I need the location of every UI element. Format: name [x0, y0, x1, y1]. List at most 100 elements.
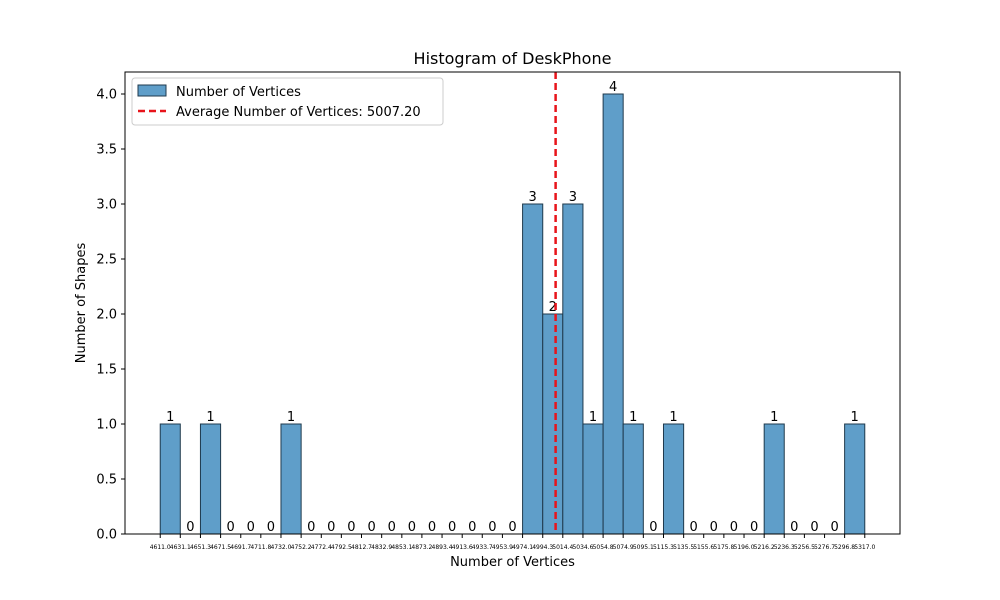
x-tick-label: 5175.8: [713, 544, 734, 551]
x-tick-label: 5135.5: [673, 544, 694, 551]
histogram-bar: [522, 203, 544, 535]
bar-count-label: 0: [367, 520, 375, 535]
x-tick-label: 4953.9: [492, 544, 513, 551]
histogram-bar: [763, 423, 785, 535]
histogram-bar: [280, 423, 302, 535]
x-tick-label: 4611.0: [150, 544, 171, 551]
x-tick-label: 4933.7: [472, 544, 493, 551]
bar-count-label: 1: [166, 410, 174, 425]
histogram-bar: [562, 203, 584, 535]
x-tick-label: 4772.4: [311, 544, 332, 551]
bar-count-label: 0: [227, 520, 235, 535]
x-tick-label: 4631.1: [170, 544, 191, 551]
bar-count-label: 0: [468, 520, 476, 535]
y-tick-label: 3.5: [96, 143, 117, 158]
bar-count-label: 1: [206, 410, 214, 425]
bar-count-label: 0: [649, 520, 657, 535]
bar-count-label: 0: [830, 520, 838, 535]
bar-count-label: 1: [851, 410, 859, 425]
histogram-bar: [844, 423, 866, 535]
bar-count-label: 0: [186, 520, 194, 535]
y-tick-label: 3.0: [96, 198, 117, 213]
bar-count-label: 0: [388, 520, 396, 535]
legend-average-label: Average Number of Vertices: 5007.20: [176, 105, 421, 120]
legend-bar-swatch: [137, 84, 167, 97]
bar-count-label: 0: [508, 520, 516, 535]
legend-bar-label: Number of Vertices: [176, 85, 301, 100]
histogram-bar: [582, 423, 604, 535]
histogram-bar: [542, 313, 564, 535]
x-tick-label: 4752.2: [291, 544, 312, 551]
y-tick-label: 1.5: [96, 363, 117, 378]
x-tick-label: 4732.0: [270, 544, 291, 551]
x-tick-label: 4873.2: [411, 544, 432, 551]
bar-count-label: 0: [307, 520, 315, 535]
y-tick-label: 2.0: [96, 308, 117, 323]
bar-count-label: 0: [710, 520, 718, 535]
bar-count-label: 0: [347, 520, 355, 535]
bar-count-label: 0: [408, 520, 416, 535]
x-tick-label: 4913.6: [452, 544, 473, 551]
x-tick-label: 5054.8: [593, 544, 614, 551]
x-tick-label: 4812.7: [351, 544, 372, 551]
bar-count-label: 0: [247, 520, 255, 535]
y-tick-label: 0.5: [96, 473, 117, 488]
legend: Number of Vertices Average Number of Ver…: [131, 77, 444, 126]
x-tick-label: 4671.5: [210, 544, 231, 551]
x-tick-label: 5155.6: [693, 544, 714, 551]
bar-count-label: 1: [629, 410, 637, 425]
x-tick-label: 5115.3: [653, 544, 674, 551]
bar-count-label: 2: [549, 300, 557, 315]
bar-count-label: 0: [327, 520, 335, 535]
bar-count-label: 3: [569, 190, 577, 205]
histogram-bar: [199, 423, 222, 535]
x-tick-label: 4974.1: [512, 544, 533, 551]
bar-count-label: 0: [448, 520, 456, 535]
x-tick-label: 5095.1: [633, 544, 654, 551]
bar-count-label: 1: [589, 410, 597, 425]
x-tick-label: 5236.3: [774, 544, 795, 551]
x-tick-label: 4832.9: [371, 544, 392, 551]
bar-count-label: 0: [428, 520, 436, 535]
histogram-bar: [622, 423, 644, 535]
bar-count-label: 0: [267, 520, 275, 535]
bar-count-label: 0: [690, 520, 698, 535]
y-axis-label: Number of Shapes: [74, 243, 89, 364]
histogram-bar: [602, 93, 624, 535]
bar-count-label: 4: [609, 80, 617, 95]
x-tick-label: 4792.5: [331, 544, 352, 551]
bar-count-label: 0: [750, 520, 758, 535]
bar-count-label: 3: [529, 190, 537, 205]
y-tick-label: 2.5: [96, 253, 117, 268]
x-tick-label: 4893.4: [432, 544, 453, 551]
x-tick-label: 4651.3: [190, 544, 211, 551]
bar-count-label: 0: [730, 520, 738, 535]
bar-count-label: 1: [669, 410, 677, 425]
x-tick-label: 5256.5: [794, 544, 815, 551]
bar-count-label: 1: [770, 410, 778, 425]
x-tick-label: 5216.2: [754, 544, 775, 551]
x-tick-label: 4691.7: [230, 544, 251, 551]
x-tick-label: 5296.8: [834, 544, 855, 551]
y-tick-label: 1.0: [96, 418, 117, 433]
histogram-bar: [159, 423, 181, 535]
x-tick-label: 5276.7: [814, 544, 835, 551]
x-tick-label: 4711.8: [250, 544, 271, 551]
x-tick-label: 5074.9: [613, 544, 634, 551]
bar-count-label: 0: [790, 520, 798, 535]
y-tick-label: 0.0: [96, 528, 117, 543]
chart-title: Histogram of DeskPhone: [414, 49, 612, 68]
x-tick-label: 5014.4: [552, 544, 573, 551]
bar-count-label: 0: [810, 520, 818, 535]
legend-frame: [131, 77, 444, 126]
bar-count-label: 1: [287, 410, 295, 425]
bar-count-label: 0: [488, 520, 496, 535]
x-tick-label: 5317.0: [854, 544, 875, 551]
x-tick-label: 5034.6: [572, 544, 593, 551]
x-axis-label: Number of Vertices: [450, 555, 575, 570]
x-tick-label: 4994.3: [532, 544, 553, 551]
x-axis: 4611.0 4631.1 4651.3 4671.5 4691.7 4711.8 4732…: [150, 534, 875, 551]
histogram-bar: [662, 423, 685, 535]
